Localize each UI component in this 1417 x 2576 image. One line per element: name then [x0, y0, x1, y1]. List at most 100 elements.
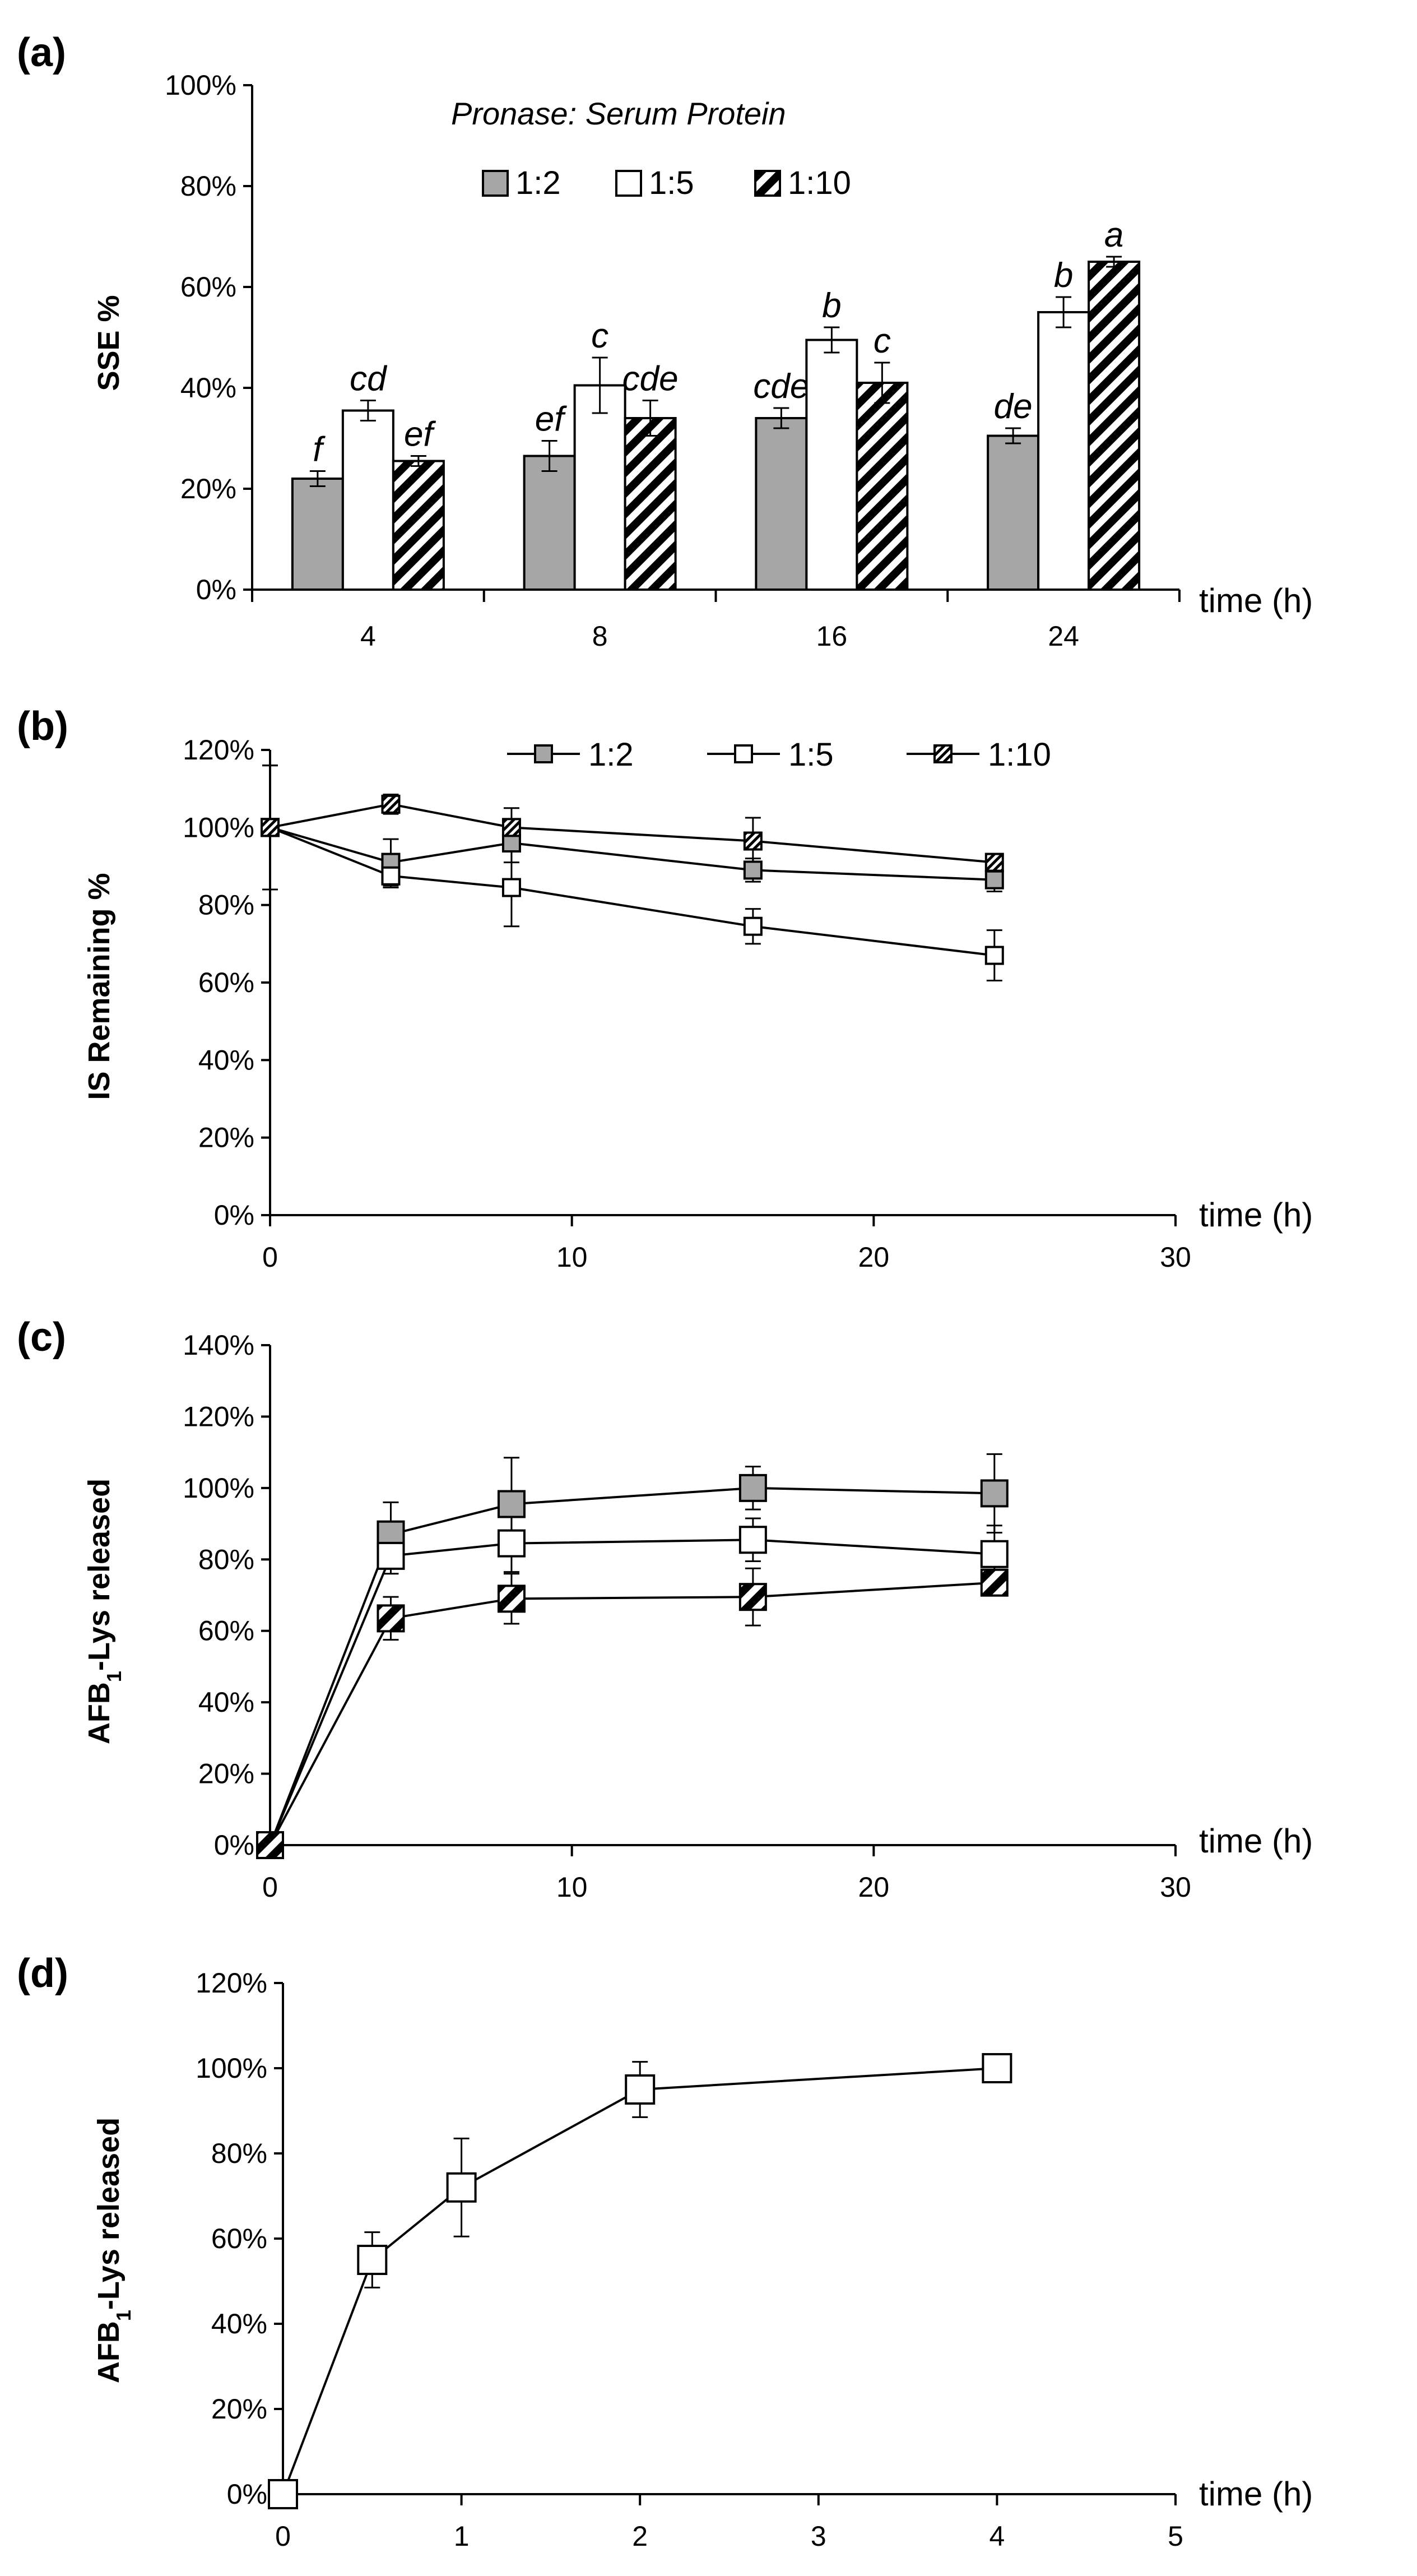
panel-b-data-point — [743, 831, 763, 851]
panel-a-bar — [392, 460, 445, 591]
panel-c-data-point — [497, 1529, 526, 1558]
panel-c-x-tick-label: 20 — [858, 1871, 890, 1903]
panel-d-x-tick-label: 5 — [1168, 2521, 1183, 2552]
panel-b-legend-marker — [933, 744, 953, 763]
panel-a-legend-swatch — [615, 170, 642, 197]
panel-d-y-axis-label: AFB1-Lys released — [92, 2118, 135, 2383]
panel-b-data-point — [501, 833, 521, 853]
panel-c-y-tick-label: 80% — [198, 1544, 254, 1575]
panel-a-bar-chart: (a) SSE % time (h) Pronase: Serum Protei… — [17, 30, 1313, 652]
panel-c-data-point — [256, 1831, 284, 1859]
panel-c-data-point — [980, 1540, 1009, 1568]
panel-a-bar — [987, 434, 1040, 591]
panel-a-bar — [1037, 311, 1090, 591]
panel-d-x-tick-label: 4 — [989, 2521, 1005, 2552]
panel-a-bar — [341, 409, 394, 591]
panel-a-x-axis-label: time (h) — [1199, 582, 1313, 619]
panel-a-y-tick-label: 80% — [180, 170, 236, 202]
panel-c-data-point — [980, 1479, 1009, 1508]
panel-c-data-point — [497, 1490, 526, 1518]
panel-b-series-line — [270, 826, 995, 957]
panel-a-significance-letter: b — [822, 286, 841, 325]
panel-c-x-axis-label: time (h) — [1199, 1822, 1313, 1860]
panel-c-label: (c) — [17, 1315, 66, 1360]
panel-c-y-tick-label: 60% — [198, 1615, 254, 1647]
panel-b-y-tick-label: 80% — [198, 889, 254, 921]
panel-d-y-tick-label: 60% — [211, 2223, 267, 2254]
panel-b-y-tick-label: 20% — [198, 1122, 254, 1153]
panel-a-bar — [856, 382, 909, 591]
panel-a-significance-letter: cde — [753, 367, 809, 406]
panel-d-ylabel-main: AFB — [92, 2321, 126, 2383]
panel-c-data-point — [377, 1541, 405, 1570]
panel-d-ylabel-sub: 1 — [112, 2310, 135, 2321]
panel-b-y-tick-label: 40% — [198, 1044, 254, 1076]
panel-d-x-tick-label: 1 — [454, 2521, 470, 2552]
panel-a-x-tick-label: 24 — [1048, 620, 1079, 652]
panel-a-significance-letter: ef — [404, 415, 436, 454]
panel-d-y-tick-label: 120% — [196, 1967, 267, 1999]
panel-c-data-point — [738, 1474, 767, 1502]
panel-a-y-tick-label: 100% — [165, 70, 236, 101]
panel-b-legend: 1:2 1:5 1:10 — [507, 736, 1051, 773]
panel-a-bar — [573, 384, 626, 591]
panel-a-bar — [291, 478, 344, 591]
panel-b-data-point — [501, 878, 521, 897]
panel-d-x-tick-label: 0 — [275, 2521, 291, 2552]
panel-b-x-tick-label: 30 — [1160, 1241, 1191, 1273]
panel-a-y-tick-label: 60% — [180, 271, 236, 303]
panel-b-data-point — [984, 946, 1004, 965]
panel-a-significance-letter: f — [313, 430, 326, 469]
panel-b-data-point — [381, 866, 401, 886]
panel-a-y-tick-label: 20% — [180, 473, 236, 504]
panel-b-y-tick-label: 120% — [183, 734, 254, 766]
panel-b-y-tick-label: 0% — [214, 1199, 254, 1231]
panel-a-legend: 1:2 1:5 1:10 — [482, 165, 851, 201]
panel-c-ylabel-rest: -Lys released — [82, 1479, 116, 1671]
panel-c-y-axis-label: AFB1-Lys released — [82, 1479, 126, 1744]
panel-d-data-point — [357, 2245, 388, 2275]
panel-c-data-point — [497, 1584, 526, 1613]
panel-d-y-tick-label: 40% — [211, 2308, 267, 2339]
panel-d-data-point — [446, 2172, 477, 2203]
panel-a-significance-letter: b — [1054, 256, 1073, 295]
panel-b-y-tick-label: 60% — [198, 967, 254, 998]
panel-c-y-tick-label: 140% — [183, 1329, 254, 1361]
panel-a-legend-swatch — [754, 170, 781, 197]
panel-d-y-tick-label: 100% — [196, 2053, 267, 2084]
panel-b-data-point — [743, 916, 763, 936]
panel-b-legend-label: 1:5 — [788, 736, 834, 773]
panel-a-bar — [755, 417, 808, 591]
panel-d-label: (d) — [17, 1951, 68, 1996]
panel-a-legend-swatch — [482, 170, 509, 197]
panel-b-data-point — [984, 853, 1004, 872]
panel-b-x-axis-label: time (h) — [1199, 1196, 1313, 1234]
panel-c-x-tick-label: 0 — [262, 1871, 278, 1903]
panel-d-line-chart: (d) AFB1-Lys released time (h) 0%20%40%6… — [17, 1951, 1313, 2552]
panel-a-bar — [805, 339, 858, 591]
panel-a-legend-label: 1:5 — [649, 165, 694, 201]
panel-b-legend-marker — [734, 744, 753, 763]
panel-c-x-tick-label: 30 — [1160, 1871, 1191, 1903]
panel-b-data-point — [743, 860, 763, 880]
panel-c-y-tick-label: 120% — [183, 1401, 254, 1432]
panel-c-ylabel-main: AFB — [82, 1682, 116, 1744]
panel-a-y-tick-label: 40% — [180, 372, 236, 404]
panel-c-line-chart: (c) AFB1-Lys released time (h) 0% 20% 40% 6… — [17, 1315, 1313, 1903]
panel-a-legend-title: Pronase: Serum Protein — [451, 96, 786, 131]
panel-d-data-point — [982, 2053, 1012, 2083]
panel-d-x-tick-label: 3 — [811, 2521, 826, 2552]
panel-a-significance-letter: de — [994, 387, 1033, 426]
panel-c-y-tick-label: 20% — [198, 1758, 254, 1790]
panel-c-y-tick-label: 40% — [198, 1687, 254, 1718]
panel-d-x-axis-label: time (h) — [1199, 2475, 1313, 2513]
panel-b-label: (b) — [17, 704, 68, 749]
panel-b-line-chart: (b) IS Remaining % time (h) 1:2 1:5 1:10 0… — [17, 704, 1313, 1273]
panel-c-series-line — [269, 1539, 995, 1846]
panel-a-y-tick-label: 0% — [196, 574, 236, 605]
panel-c-data-point — [377, 1604, 405, 1633]
panel-c-ylabel-sub: 1 — [103, 1671, 126, 1682]
panel-d-y-tick-label: 80% — [211, 2138, 267, 2169]
panel-d-y-tick-label: 0% — [227, 2478, 267, 2510]
